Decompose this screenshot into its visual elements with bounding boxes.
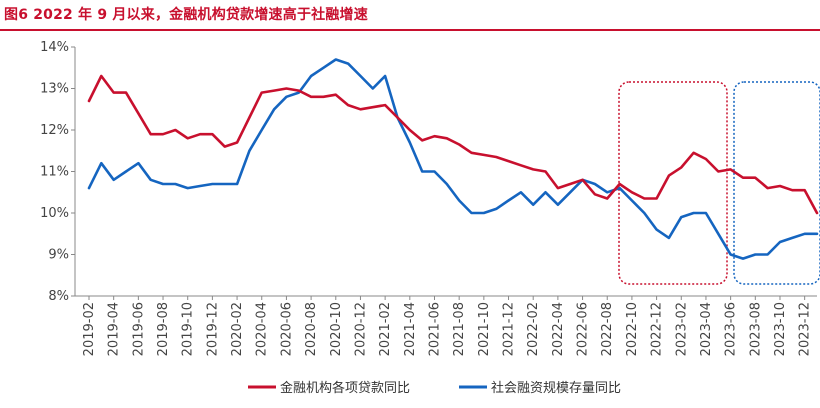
highlight-box-loan-period	[618, 81, 728, 285]
x-tick-label: 2021-02	[378, 302, 393, 356]
highlight-boxes	[618, 81, 820, 285]
x-tick-label: 2019-06	[131, 302, 146, 356]
figure-title: 图6 2022 年 9 月以来，金融机构贷款增速高于社融增速	[4, 7, 368, 23]
x-tick-label: 2019-02	[82, 302, 97, 356]
x-tick-label: 2021-06	[427, 302, 442, 356]
y-tick-label: 13%	[40, 82, 69, 97]
x-tick-label: 2022-04	[551, 302, 566, 356]
x-tick-label: 2021-04	[403, 302, 418, 356]
x-tick-label: 2021-08	[452, 302, 467, 356]
x-tick-label: 2019-08	[156, 302, 171, 356]
x-tick-label: 2023-08	[748, 302, 763, 356]
chart-axes: 8% 9% 10% 11% 12% 13% 14% 2019-02 2019-04 2019-06…	[40, 40, 817, 356]
x-tick-label: 2020-06	[279, 302, 294, 356]
y-tick-label: 11%	[40, 165, 69, 180]
x-tick-label: 2022-02	[526, 302, 541, 356]
x-tick-label: 2023-10	[773, 302, 788, 356]
y-tick-label: 12%	[40, 123, 69, 138]
x-tick-label: 2022-10	[625, 302, 640, 356]
legend-label: 社会融资规模存量同比	[491, 380, 621, 396]
x-tick-label: 2022-12	[650, 302, 665, 356]
x-tick-label: 2023-02	[674, 302, 689, 356]
x-tick-label: 2021-12	[502, 302, 517, 356]
y-tick-label: 14%	[40, 40, 69, 55]
chart-legend: 金融机构各项贷款同比 社会融资规模存量同比	[248, 380, 621, 396]
x-tick-label: 2019-04	[107, 302, 122, 356]
x-tick-label: 2023-12	[798, 302, 813, 356]
x-tick-label: 2022-06	[576, 302, 591, 356]
y-tick-label: 10%	[40, 206, 69, 221]
x-tick-label: 2020-08	[304, 302, 319, 356]
x-tick-label: 2020-10	[329, 302, 344, 356]
series-layer	[87, 58, 819, 260]
y-tick-label: 9%	[48, 248, 69, 263]
legend-label: 金融机构各项贷款同比	[280, 380, 410, 396]
x-tick-label: 2022-08	[600, 302, 615, 356]
x-tick-label: 2020-02	[230, 302, 245, 356]
x-tick-label: 2019-12	[205, 302, 220, 356]
series-line-loans	[87, 74, 819, 215]
x-tick-label: 2020-12	[353, 302, 368, 356]
x-tick-label: 2019-10	[181, 302, 196, 356]
x-tick-label: 2023-04	[699, 302, 714, 356]
x-tick-label: 2021-10	[477, 302, 492, 356]
series-line-social-financing	[87, 58, 819, 260]
title-divider	[0, 29, 820, 31]
y-tick-label: 8%	[48, 289, 69, 304]
highlight-box-social-financing-period	[733, 81, 820, 285]
x-tick-label: 2020-04	[255, 302, 270, 356]
x-tick-label: 2023-06	[724, 302, 739, 356]
